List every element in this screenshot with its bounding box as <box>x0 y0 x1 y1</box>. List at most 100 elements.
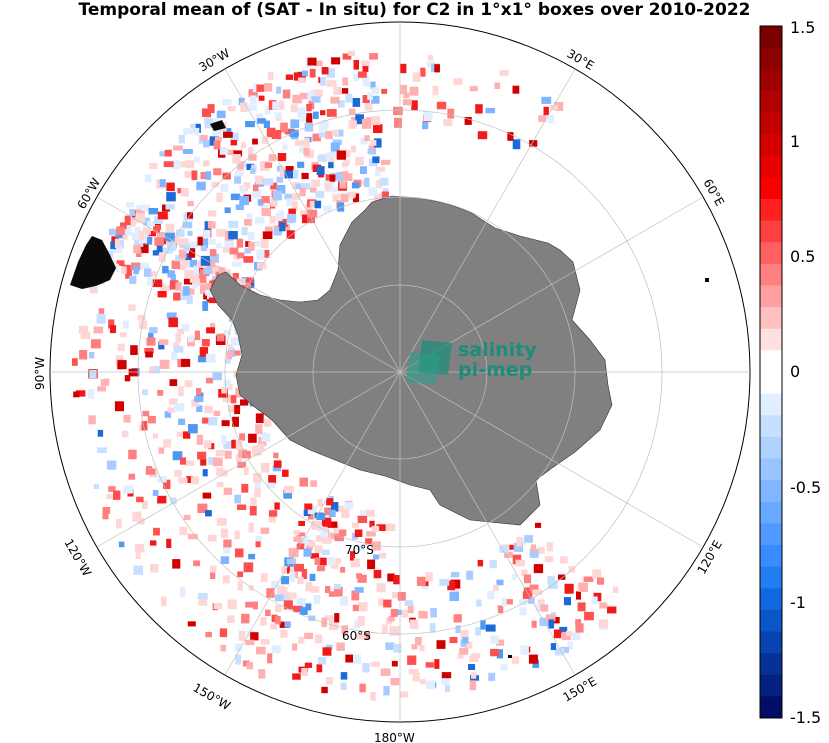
anomaly-pixel <box>397 592 406 601</box>
colorbar-tick-neg0.5: -0.5 <box>790 478 821 497</box>
anomaly-pixel <box>234 170 244 177</box>
anomaly-pixel <box>310 187 317 193</box>
anomaly-pixel <box>165 204 175 210</box>
anomaly-pixel <box>148 271 157 277</box>
south-america-land <box>70 236 116 289</box>
anomaly-pixel <box>202 108 211 117</box>
anomaly-pixel <box>513 542 523 552</box>
anomaly-pixel <box>255 175 264 185</box>
anomaly-pixel <box>222 99 232 106</box>
anomaly-pixel <box>178 386 184 397</box>
anomaly-pixel <box>216 110 226 119</box>
anomaly-pixel <box>373 138 382 148</box>
colorbar-segment <box>760 674 782 697</box>
anomaly-pixel <box>134 226 141 235</box>
anomaly-pixel <box>328 162 334 169</box>
anomaly-pixel <box>301 172 309 180</box>
anomaly-pixel <box>108 486 116 492</box>
anomaly-pixel <box>184 288 195 295</box>
anomaly-pixel <box>184 270 193 279</box>
anomaly-pixel <box>367 148 376 154</box>
anomaly-pixel <box>314 634 323 644</box>
anomaly-pixel <box>208 238 216 245</box>
anomaly-pixel <box>519 599 527 606</box>
anomaly-pixel <box>578 582 588 592</box>
anomaly-pixel <box>296 543 305 550</box>
anomaly-pixel <box>274 594 284 602</box>
anomaly-pixel <box>334 583 341 590</box>
anomaly-pixel <box>230 132 239 142</box>
anomaly-pixel <box>216 243 222 249</box>
anomaly-pixel <box>220 556 230 564</box>
anomaly-pixel <box>244 248 252 254</box>
anomaly-pixel <box>376 524 386 531</box>
anomaly-pixel <box>330 186 338 193</box>
anomaly-pixel <box>360 510 366 520</box>
colorbar-segment <box>760 501 782 524</box>
anomaly-pixel <box>116 260 125 266</box>
anomaly-pixel <box>142 410 150 417</box>
anomaly-pixel <box>200 458 207 466</box>
anomaly-pixel <box>252 138 258 145</box>
colorbar-segment <box>760 112 782 135</box>
anomaly-pixel <box>224 358 231 364</box>
anomaly-pixel <box>203 160 210 167</box>
anomaly-pixel <box>271 614 278 623</box>
anomaly-pixel <box>495 639 505 646</box>
anomaly-pixel <box>320 523 329 532</box>
anomaly-pixel <box>184 380 193 387</box>
anomaly-pixel <box>203 140 210 148</box>
anomaly-pixel <box>246 163 255 170</box>
anomaly-pixel <box>338 529 347 537</box>
colorbar-tick-0.5: 0.5 <box>790 247 815 266</box>
anomaly-pixel <box>584 611 594 621</box>
anomaly-pixel <box>333 86 342 96</box>
anomaly-pixel <box>409 619 419 629</box>
anomaly-pixel <box>142 227 151 235</box>
anomaly-pixel <box>223 131 233 138</box>
anomaly-pixel <box>88 415 96 425</box>
anomaly-pixel <box>370 140 377 146</box>
anomaly-pixel <box>130 345 138 355</box>
anomaly-pixel <box>213 410 221 416</box>
anomaly-pixel <box>235 654 242 665</box>
anomaly-pixel <box>252 83 259 93</box>
anomaly-pixel <box>554 648 565 656</box>
anomaly-pixel <box>499 70 509 76</box>
anomaly-pixel <box>341 162 348 168</box>
anomaly-pixel <box>213 603 223 610</box>
anomaly-pixel <box>283 489 292 499</box>
anomaly-pixel <box>203 230 211 238</box>
anomaly-pixel <box>381 191 389 199</box>
anomaly-pixel <box>359 683 366 693</box>
anomaly-pixel <box>202 301 209 311</box>
anomaly-pixel <box>230 193 241 201</box>
anomaly-pixel <box>135 212 145 223</box>
anomaly-pixel <box>162 285 171 291</box>
anomaly-pixel <box>272 101 282 110</box>
anomaly-pixel <box>392 592 402 599</box>
anomaly-pixel <box>133 265 139 275</box>
anomaly-pixel <box>93 483 100 489</box>
anomaly-pixel <box>288 208 296 214</box>
anomaly-pixel <box>216 518 227 526</box>
map-title: Temporal mean of (SAT - In situ) for C2 … <box>78 0 751 20</box>
anomaly-pixel <box>244 219 252 226</box>
colorbar-segment <box>760 436 782 459</box>
anomaly-pixel <box>170 160 180 169</box>
anomaly-pixel <box>180 188 189 197</box>
anomaly-pixel <box>592 569 602 579</box>
anomaly-pixel <box>337 202 345 212</box>
anomaly-pixel <box>318 132 327 138</box>
anomaly-pixel <box>528 654 538 664</box>
anomaly-pixel <box>196 181 206 191</box>
anomaly-pixel <box>273 460 282 468</box>
anomaly-pixel <box>299 146 306 153</box>
anomaly-pixel <box>137 314 146 320</box>
anomaly-pixel <box>307 57 317 66</box>
anomaly-pixel <box>263 178 274 186</box>
anomaly-pixel <box>250 168 256 174</box>
anomaly-pixel <box>166 538 172 548</box>
anomaly-pixel <box>450 571 460 578</box>
anomaly-pixel <box>228 231 238 240</box>
